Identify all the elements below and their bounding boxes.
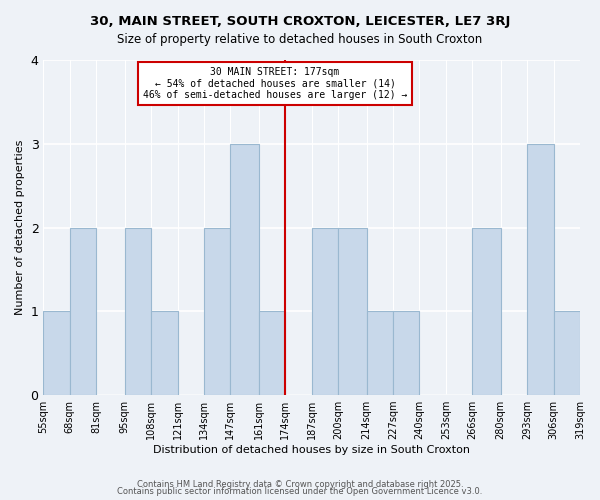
Text: Contains HM Land Registry data © Crown copyright and database right 2025.: Contains HM Land Registry data © Crown c… [137,480,463,489]
Bar [393,312,419,395]
Y-axis label: Number of detached properties: Number of detached properties [15,140,25,315]
Text: Size of property relative to detached houses in South Croxton: Size of property relative to detached ho… [118,32,482,46]
Bar [43,312,70,395]
Bar [230,144,259,395]
Bar [151,312,178,395]
Bar [70,228,96,395]
Bar [527,144,554,395]
Bar [125,228,151,395]
Bar [554,312,580,395]
Text: 30, MAIN STREET, SOUTH CROXTON, LEICESTER, LE7 3RJ: 30, MAIN STREET, SOUTH CROXTON, LEICESTE… [90,15,510,28]
Bar [338,228,367,395]
Bar [204,228,230,395]
Text: 30 MAIN STREET: 177sqm
← 54% of detached houses are smaller (14)
46% of semi-det: 30 MAIN STREET: 177sqm ← 54% of detached… [143,66,407,100]
Bar [367,312,393,395]
Text: Contains public sector information licensed under the Open Government Licence v3: Contains public sector information licen… [118,487,482,496]
X-axis label: Distribution of detached houses by size in South Croxton: Distribution of detached houses by size … [153,445,470,455]
Bar [259,312,285,395]
Bar [312,228,338,395]
Bar [472,228,501,395]
